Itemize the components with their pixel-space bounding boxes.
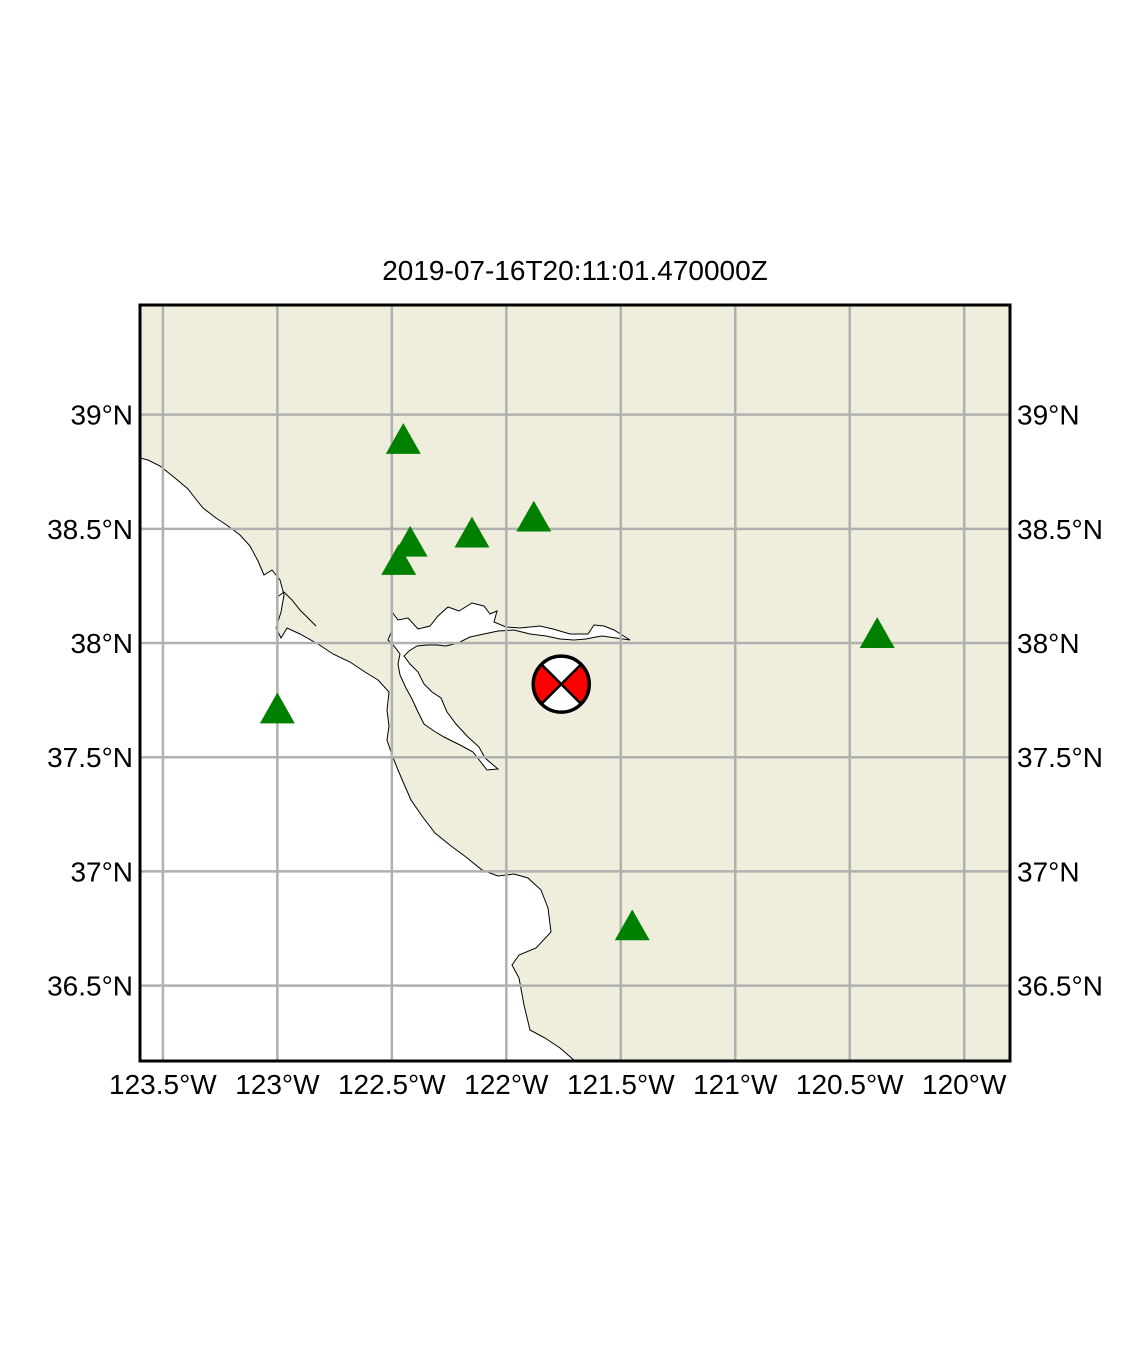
lat-tick-label-right: 39°N (1017, 400, 1080, 431)
lon-tick-label: 122°W (464, 1069, 549, 1100)
beachball-compression-right (561, 664, 590, 704)
lat-tick-label-right: 37.5°N (1017, 742, 1103, 773)
lon-tick-label: 121°W (693, 1069, 778, 1100)
lat-tick-label-left: 37.5°N (47, 742, 133, 773)
station-triangle-icon (859, 617, 895, 648)
river-outline (275, 591, 317, 627)
map-frame (138, 303, 1012, 1063)
lat-tick-label-left: 39°N (70, 400, 133, 431)
nodal-plane-2 (540, 663, 582, 705)
beachball-outline (531, 654, 592, 714)
lon-tick-label: 123°W (235, 1069, 320, 1100)
lat-tick-label-right: 36.5°N (1017, 971, 1103, 1002)
lat-tick-label-right: 37°N (1017, 856, 1080, 887)
station-triangle-icon (516, 500, 552, 532)
lon-axis-bottom: 123.5°W 123°W 122.5°W 122°W 121.5°W 121°W 120.… (109, 1069, 1007, 1100)
station-triangle-icon (381, 544, 417, 575)
lat-tick-label-left: 37°N (70, 856, 133, 887)
beachball-compression-left (533, 664, 562, 704)
station-triangle-icon (614, 909, 650, 941)
lon-tick-label: 121.5°W (567, 1069, 675, 1100)
lon-tick-label: 123.5°W (109, 1069, 217, 1100)
station-layer (259, 423, 895, 941)
lon-tick-label: 120.5°W (796, 1069, 904, 1100)
station-triangle-icon (259, 692, 295, 724)
lat-axis-left: 39°N 38.5°N 38°N 37.5°N 37°N 36.5°N (47, 400, 133, 1002)
coastline (140, 457, 576, 1061)
lat-tick-label-left: 38.5°N (47, 514, 133, 545)
lat-tick-label-left: 36.5°N (47, 971, 133, 1002)
station-triangle-icon (454, 516, 490, 548)
lon-tick-label: 122.5°W (338, 1069, 446, 1100)
lat-axis-right: 39°N 38.5°N 38°N 37.5°N 37°N 36.5°N (1017, 400, 1103, 1002)
map-title: 2019-07-16T20:11:01.470000Z (382, 255, 768, 286)
station-triangle-icon (385, 423, 421, 454)
event-layer (531, 654, 592, 714)
beachball-icon (531, 654, 592, 714)
lat-tick-label-right: 38.5°N (1017, 514, 1103, 545)
lat-tick-label-left: 38°N (70, 628, 133, 659)
lon-tick-label: 120°W (922, 1069, 1007, 1100)
lat-tick-label-right: 38°N (1017, 628, 1080, 659)
